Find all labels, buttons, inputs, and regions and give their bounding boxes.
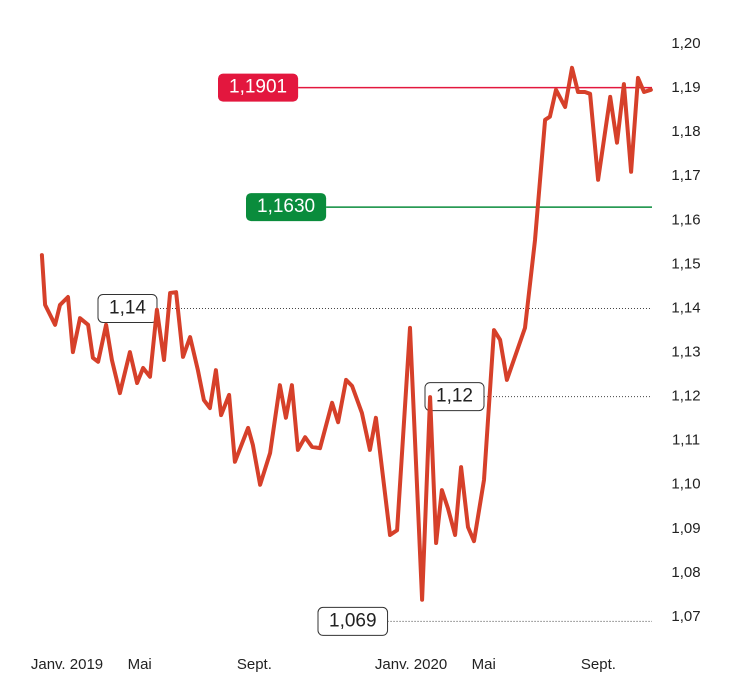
x-tick-label: Sept. (237, 656, 272, 673)
annotation-label: 1,14 (109, 297, 146, 318)
y-tick-label: 1,10 (671, 476, 700, 493)
y-tick-label: 1,20 (671, 35, 700, 52)
y-tick-label: 1,18 (671, 123, 700, 140)
y-tick-label: 1,07 (671, 608, 700, 625)
y-tick-label: 1,19 (671, 79, 700, 96)
y-tick-label: 1,13 (671, 344, 700, 361)
reference-label: 1,1630 (257, 196, 315, 217)
y-tick-label: 1,12 (671, 388, 700, 405)
reference-box (218, 73, 299, 102)
y-tick-label: 1,14 (671, 299, 700, 316)
x-tick-label: Mai (128, 656, 152, 673)
y-tick-label: 1,15 (671, 255, 700, 272)
x-tick-label: Mai (472, 656, 496, 673)
y-tick-label: 1,09 (671, 520, 700, 537)
y-tick-label: 1,08 (671, 564, 700, 581)
x-tick-label: Janv. 2019 (31, 656, 103, 673)
annotation-label: 1,12 (436, 386, 473, 407)
reference-label: 1,1901 (229, 77, 287, 98)
data-line (39, 65, 653, 602)
reference-box (246, 193, 327, 222)
annotation-label: 1,069 (329, 610, 377, 631)
x-tick-label: Sept. (581, 656, 616, 673)
x-tick-label: Janv. 2020 (375, 656, 447, 673)
y-tick-label: 1,16 (671, 211, 700, 228)
y-tick-label: 1,11 (672, 432, 700, 449)
y-tick-label: 1,17 (671, 167, 700, 184)
